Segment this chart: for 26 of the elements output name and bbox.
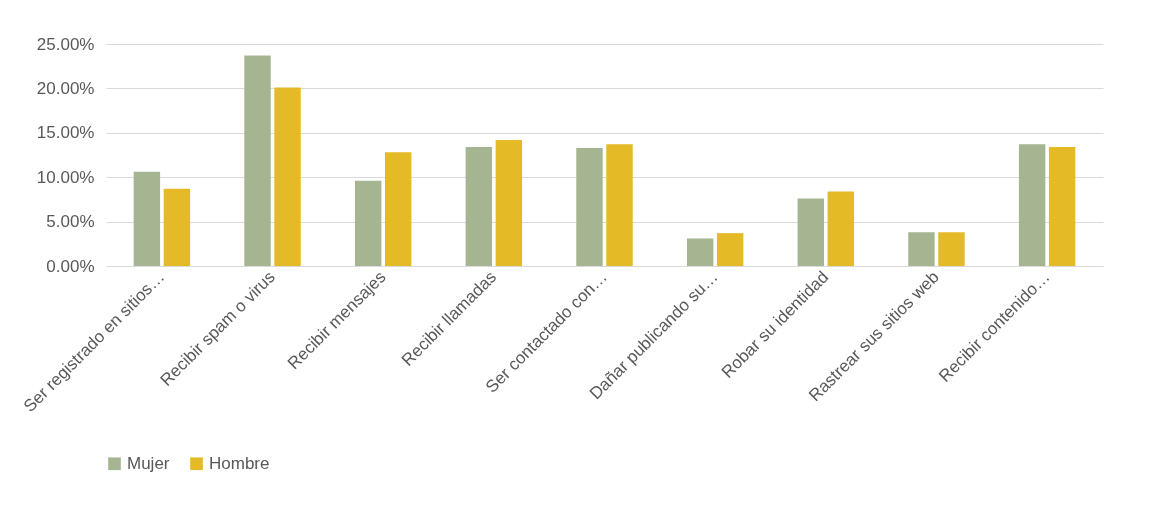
bar <box>797 198 825 266</box>
bar <box>576 147 603 266</box>
y-tick-label: 0.00% <box>46 256 95 276</box>
legend-label: Hombre <box>209 453 270 473</box>
bar <box>606 144 633 266</box>
bar <box>908 232 935 266</box>
bar <box>244 55 271 266</box>
bar <box>938 232 965 266</box>
bar <box>274 87 301 266</box>
bar <box>1018 144 1046 266</box>
bar <box>716 233 744 266</box>
y-tick-label: 20.00% <box>36 78 95 98</box>
y-tick-label: 5.00% <box>46 212 95 232</box>
bar <box>686 238 714 266</box>
bar <box>827 191 855 266</box>
bar <box>354 180 382 266</box>
y-tick-label: 25.00% <box>36 34 95 54</box>
y-tick-label: 15.00% <box>36 123 95 143</box>
legend-label: Mujer <box>127 453 170 473</box>
bar <box>163 188 191 266</box>
bar <box>384 152 412 266</box>
bar <box>495 139 523 266</box>
bar <box>465 147 493 266</box>
bar <box>1048 147 1076 266</box>
y-tick-label: 10.00% <box>36 167 95 187</box>
bar <box>133 171 161 266</box>
